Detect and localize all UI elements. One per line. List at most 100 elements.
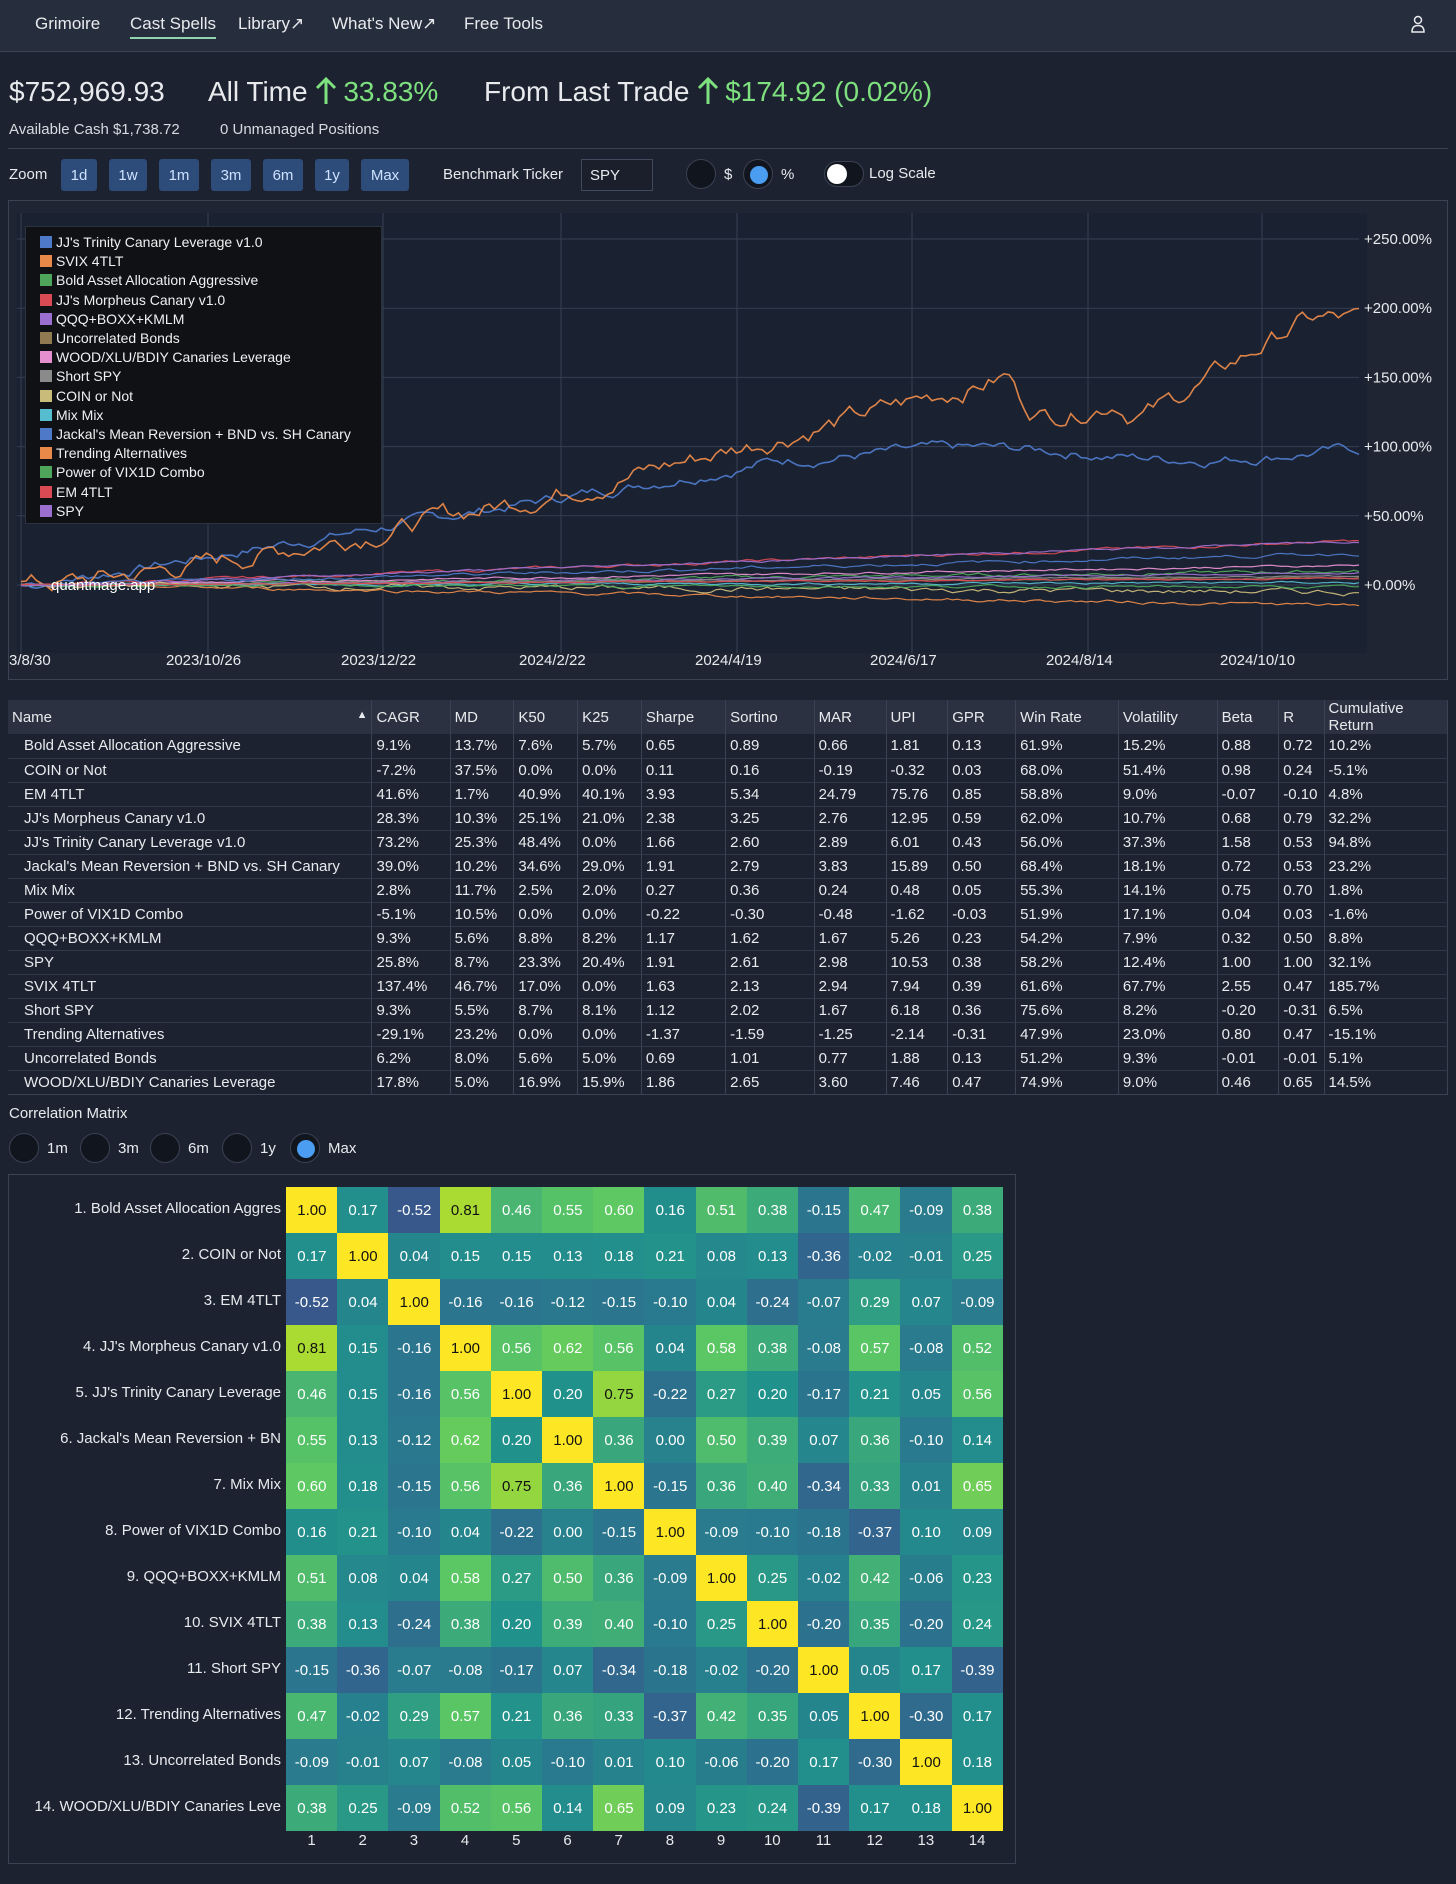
nav-grimoire[interactable]: Grimoire xyxy=(35,14,101,33)
column-header[interactable]: K50 xyxy=(513,700,579,734)
table-cell: -1.6% xyxy=(1324,902,1449,927)
legend-item[interactable]: Jackal's Mean Reversion + BND vs. SH Can… xyxy=(40,426,351,442)
user-icon[interactable] xyxy=(1410,15,1426,33)
table-cell: 6.5% xyxy=(1324,998,1449,1023)
period-radio-3m[interactable] xyxy=(80,1133,110,1163)
period-radio-max[interactable] xyxy=(290,1133,320,1163)
legend-item[interactable]: Power of VIX1D Combo xyxy=(40,464,205,480)
log-scale-toggle[interactable] xyxy=(824,161,864,187)
legend-swatch xyxy=(40,466,52,479)
column-header[interactable]: MAR xyxy=(814,700,887,734)
matrix-cell: 0.15 xyxy=(439,1233,492,1279)
matrix-cell: -0.30 xyxy=(900,1693,953,1739)
matrix-cell: 0.13 xyxy=(337,1417,389,1463)
table-cell: 0.65 xyxy=(1278,1070,1325,1095)
column-header[interactable]: Sortino xyxy=(725,700,815,734)
matrix-cell: 0.07 xyxy=(798,1417,850,1463)
column-header[interactable]: Cumulative Return xyxy=(1324,700,1449,734)
legend-label: Mix Mix xyxy=(56,406,104,423)
row-name-cell: EM 4TLT xyxy=(8,782,373,807)
period-radio-1m[interactable] xyxy=(9,1133,39,1163)
column-header[interactable]: Beta xyxy=(1217,700,1280,734)
table-cell: 0.65 xyxy=(641,734,727,759)
matrix-cell: 0.17 xyxy=(286,1233,338,1279)
matrix-cell: -0.09 xyxy=(644,1555,697,1601)
column-header[interactable]: GPR xyxy=(947,700,1017,734)
zoom-max-button[interactable]: Max xyxy=(361,159,409,191)
matrix-cell: 0.05 xyxy=(798,1693,850,1739)
series-line xyxy=(20,307,1360,592)
matrix-cell: -0.18 xyxy=(798,1509,850,1555)
column-header[interactable]: K25 xyxy=(577,700,642,734)
legend-item[interactable]: JJ's Morpheus Canary v1.0 xyxy=(40,292,225,308)
table-cell: 7.94 xyxy=(886,974,949,999)
percent-radio[interactable] xyxy=(743,159,773,189)
table-cell: 0.75 xyxy=(1217,878,1280,903)
table-cell: -15.1% xyxy=(1324,1022,1449,1047)
legend-item[interactable]: SVIX 4TLT xyxy=(40,253,123,269)
table-cell: 137.4% xyxy=(371,974,451,999)
column-header[interactable]: Win Rate xyxy=(1015,700,1119,734)
legend-label: COIN or Not xyxy=(56,387,134,404)
matrix-cell: 0.55 xyxy=(286,1417,338,1463)
table-cell: 15.9% xyxy=(577,1070,642,1095)
legend-item[interactable]: EM 4TLT xyxy=(40,484,113,500)
matrix-col-label: 1 xyxy=(307,1832,316,1849)
chart-series xyxy=(20,307,1360,607)
matrix-cell: 0.24 xyxy=(746,1785,799,1831)
table-cell: 40.1% xyxy=(577,782,642,807)
zoom-1w-button[interactable]: 1w xyxy=(109,159,147,191)
legend-item[interactable]: Short SPY xyxy=(40,368,121,384)
table-cell: 1.8% xyxy=(1324,878,1449,903)
matrix-cell: 0.24 xyxy=(951,1601,1004,1647)
column-header[interactable]: CAGR xyxy=(371,700,451,734)
period-radio-6m[interactable] xyxy=(150,1133,180,1163)
table-cell: -29.1% xyxy=(371,1022,451,1047)
table-cell: 2.0% xyxy=(577,878,642,903)
benchmark-ticker-input[interactable] xyxy=(581,159,653,191)
legend-item[interactable]: Uncorrelated Bonds xyxy=(40,330,180,346)
matrix-cell: 0.36 xyxy=(695,1463,748,1509)
table-cell: 0.50 xyxy=(1278,926,1325,951)
legend-item[interactable]: JJ's Trinity Canary Leverage v1.0 xyxy=(40,234,263,250)
column-header[interactable]: UPI xyxy=(886,700,949,734)
legend-item[interactable]: COIN or Not xyxy=(40,388,133,404)
legend-swatch xyxy=(40,408,52,421)
nav-whats-new[interactable]: What's New↗ xyxy=(332,14,437,33)
matrix-cell: 0.52 xyxy=(951,1325,1004,1371)
column-header[interactable]: MD xyxy=(450,700,515,734)
legend-item[interactable]: Bold Asset Allocation Aggressive xyxy=(40,272,258,288)
column-header[interactable]: Name ▲ xyxy=(8,700,373,734)
legend-item[interactable]: Trending Alternatives xyxy=(40,445,187,461)
column-header[interactable]: R xyxy=(1278,700,1325,734)
nav-free-tools[interactable]: Free Tools xyxy=(464,14,544,33)
table-row: QQQ+BOXX+KMLM 9.3% 5.6% 8.8% 8.2% 1.17 1.62 1.6… xyxy=(8,926,1449,951)
arrow-up-icon xyxy=(316,77,337,104)
matrix-cell: -0.24 xyxy=(388,1601,441,1647)
matrix-cell: 0.21 xyxy=(337,1509,389,1555)
period-radio-1y[interactable] xyxy=(222,1133,252,1163)
zoom-6m-button[interactable]: 6m xyxy=(263,159,303,191)
legend-item[interactable]: Mix Mix xyxy=(40,407,103,423)
legend-item[interactable]: QQQ+BOXX+KMLM xyxy=(40,311,184,327)
zoom-3m-button[interactable]: 3m xyxy=(211,159,251,191)
column-header[interactable]: Volatility xyxy=(1118,700,1218,734)
nav-cast-spells[interactable]: Cast Spells xyxy=(130,14,216,39)
column-header[interactable]: Sharpe xyxy=(641,700,727,734)
matrix-col-label: 4 xyxy=(460,1832,470,1849)
matrix-cell: 0.29 xyxy=(388,1693,441,1739)
table-cell: 0.03 xyxy=(1278,902,1325,927)
zoom-1m-button[interactable]: 1m xyxy=(159,159,199,191)
dollar-radio[interactable] xyxy=(686,159,716,189)
legend-item[interactable]: SPY xyxy=(40,503,84,519)
matrix-cell: -0.16 xyxy=(490,1279,543,1325)
zoom-1d-button[interactable]: 1d xyxy=(61,159,97,191)
y-tick-label: +200.00% xyxy=(1364,300,1432,317)
legend-item[interactable]: WOOD/XLU/BDIY Canaries Leverage xyxy=(40,349,291,365)
zoom-1y-button[interactable]: 1y xyxy=(315,159,349,191)
nav-library[interactable]: Library↗ xyxy=(238,14,305,33)
matrix-cell: -0.09 xyxy=(695,1509,748,1555)
matrix-cell: 0.07 xyxy=(388,1739,441,1785)
table-cell: 1.58 xyxy=(1217,830,1280,855)
matrix-cell: 0.75 xyxy=(593,1371,645,1417)
